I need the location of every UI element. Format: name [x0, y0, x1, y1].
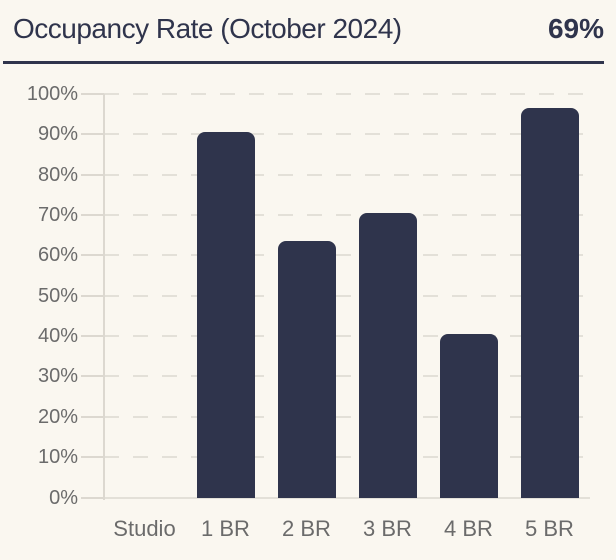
y-axis-tick-label: 0%	[49, 486, 78, 509]
h-gridline	[104, 335, 590, 338]
y-axis-line	[103, 94, 105, 500]
x-axis-line	[104, 496, 590, 499]
bar-4-br	[439, 334, 498, 499]
y-axis-tick-label: 60%	[37, 244, 78, 267]
y-axis-tick-label: 50%	[37, 284, 78, 307]
y-axis-tick-label: 100%	[26, 83, 78, 105]
h-gridline	[104, 214, 590, 217]
x-axis-category-label: 4 BR	[444, 516, 493, 541]
y-axis-tick	[81, 496, 104, 499]
x-axis-category-label: Studio	[113, 516, 176, 541]
y-axis-tick-label: 70%	[37, 204, 78, 227]
y-axis-tick	[81, 294, 104, 297]
y-axis-tick	[81, 133, 104, 136]
header-divider	[3, 61, 604, 64]
x-axis-category-label: 5 BR	[525, 516, 574, 541]
bar-5-br	[520, 108, 579, 499]
y-axis-tick	[81, 456, 104, 459]
y-axis-tick-label: 90%	[37, 123, 78, 146]
y-axis-tick	[81, 375, 104, 378]
y-axis-tick	[81, 335, 104, 338]
y-axis-tick	[81, 173, 104, 176]
y-axis-tick	[81, 415, 104, 418]
h-gridline	[104, 254, 590, 257]
h-gridline	[104, 173, 590, 176]
y-axis-tick-label: 20%	[37, 405, 78, 428]
y-axis-tick	[81, 214, 104, 217]
h-gridline	[104, 133, 590, 136]
y-axis-tick-label: 80%	[37, 163, 78, 186]
bar-1-br	[196, 132, 255, 499]
h-gridline	[104, 375, 590, 378]
chart-title: Occupancy Rate (October 2024)	[13, 13, 402, 44]
y-axis-tick-label: 40%	[37, 325, 78, 348]
header: Occupancy Rate (October 2024) 69%	[13, 0, 604, 58]
y-axis-tick	[81, 254, 104, 257]
x-axis-category-label: 1 BR	[201, 516, 250, 541]
h-gridline	[104, 415, 590, 418]
x-axis-category-label: 3 BR	[363, 516, 412, 541]
y-axis-tick	[81, 93, 104, 95]
y-axis-tick-label: 10%	[37, 446, 78, 469]
x-axis-category-label: 2 BR	[282, 516, 331, 541]
bar-3-br	[358, 213, 417, 499]
y-axis-tick-label: 30%	[37, 365, 78, 388]
h-gridline	[104, 456, 590, 459]
bar-2-br	[277, 241, 336, 499]
summary-value: 69%	[547, 13, 604, 44]
h-gridline	[104, 93, 590, 95]
h-gridline	[104, 294, 590, 297]
